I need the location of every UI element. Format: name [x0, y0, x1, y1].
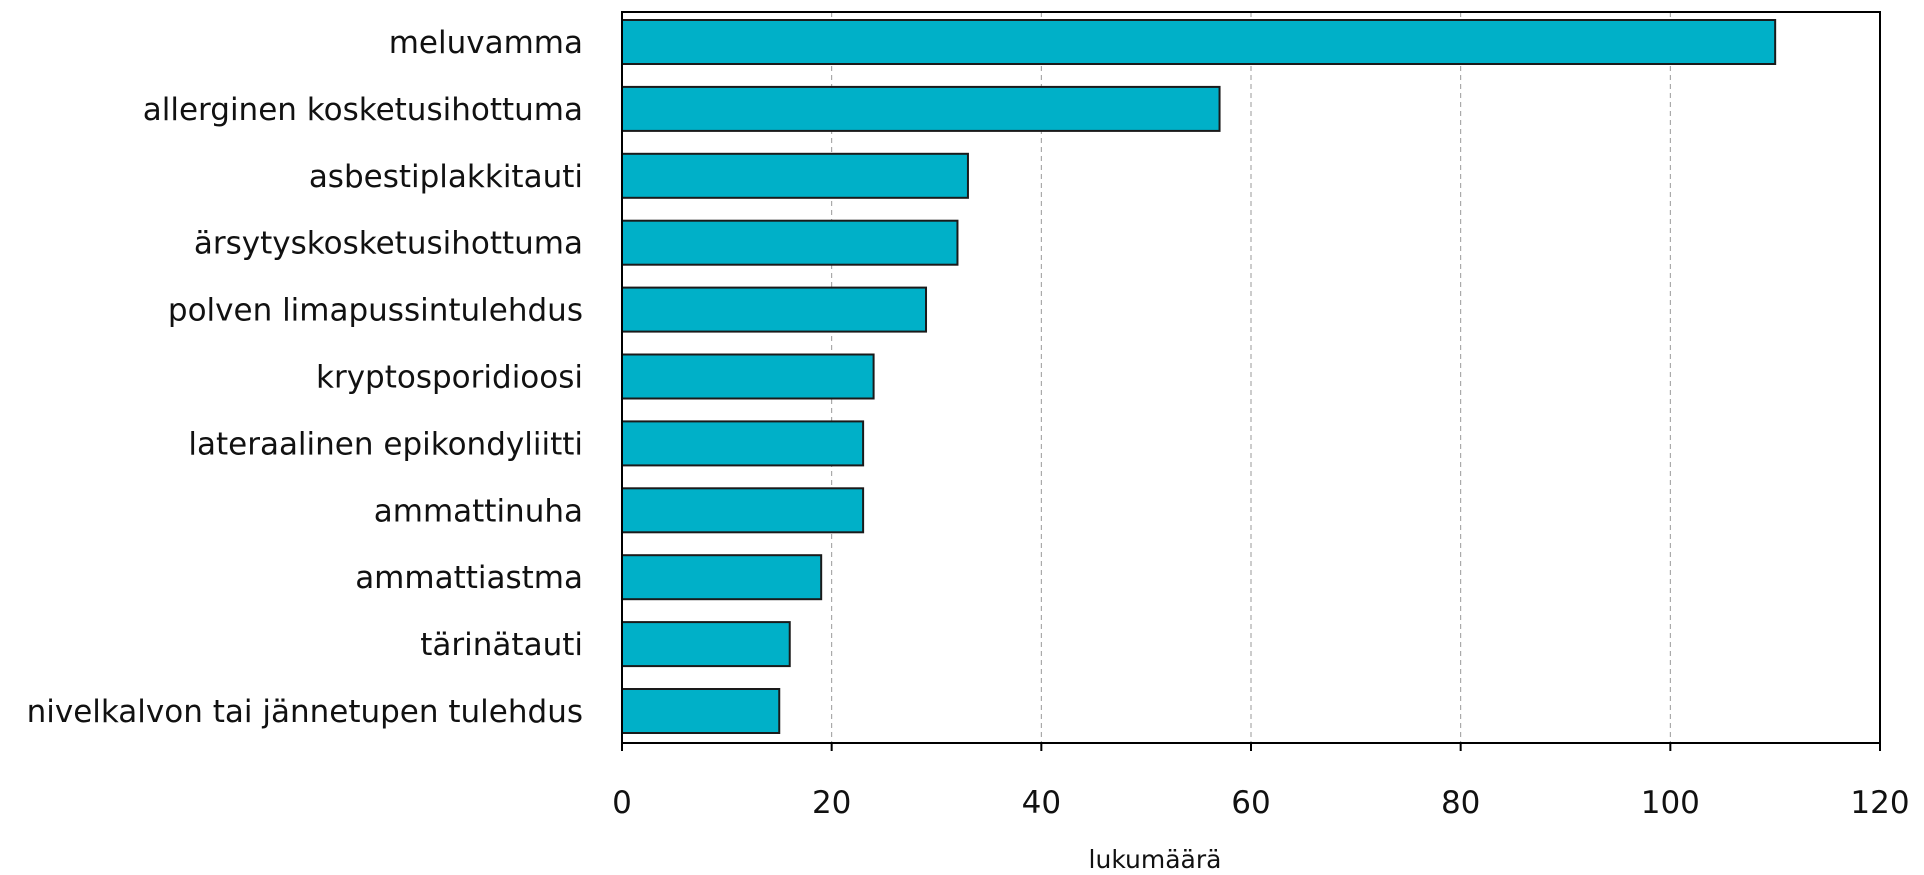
category-label: polven limapussintulehdus [168, 293, 583, 329]
x-tick-label: 40 [1022, 785, 1061, 821]
category-labels: meluvamma allerginen kosketusihottuma asbe… [27, 25, 583, 730]
bar [622, 20, 1775, 64]
bar [622, 622, 790, 666]
x-tick-label: 80 [1441, 785, 1480, 821]
bar [622, 288, 926, 332]
category-label: ärsytyskosketusihottuma [194, 226, 583, 262]
x-tick-label: 120 [1850, 785, 1909, 821]
x-axis-ticks: 0 20 40 60 80 100 120 [612, 743, 1909, 821]
bar [622, 355, 874, 399]
category-label: allerginen kosketusihottuma [143, 92, 583, 128]
x-tick-label: 60 [1231, 785, 1270, 821]
x-tick-label: 20 [812, 785, 851, 821]
category-label: ammattiastma [355, 560, 583, 596]
category-label: tärinätauti [420, 627, 583, 663]
category-label: lateraalinen epikondyliitti [188, 426, 583, 462]
bar [622, 87, 1220, 131]
bar [622, 555, 821, 599]
category-label: ammattinuha [374, 493, 583, 529]
bars [622, 20, 1775, 733]
category-label: nivelkalvon tai jännetupen tulehdus [27, 694, 583, 730]
bar [622, 689, 779, 733]
x-tick-label: 0 [612, 785, 632, 821]
category-label: meluvamma [389, 25, 583, 61]
x-axis-title: lukumäärä [1089, 845, 1222, 874]
category-label: asbestiplakkitauti [309, 159, 583, 195]
category-label: kryptosporidioosi [316, 360, 583, 396]
bar [622, 421, 863, 465]
x-tick-label: 100 [1641, 785, 1700, 821]
bar [622, 221, 957, 265]
bar [622, 488, 863, 532]
bar [622, 154, 968, 198]
